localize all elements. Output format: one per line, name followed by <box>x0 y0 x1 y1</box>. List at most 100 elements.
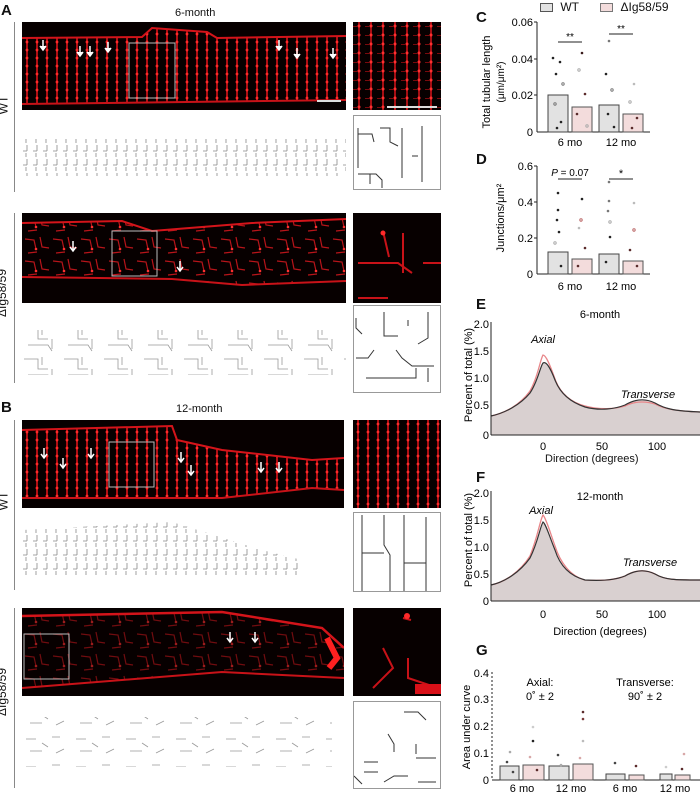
svg-text:1.0: 1.0 <box>474 542 489 554</box>
bar-d-ko-12mo <box>622 260 644 275</box>
panel-b-title: 12-month <box>176 403 223 415</box>
arrow-icons <box>69 241 184 273</box>
svg-text:100: 100 <box>648 609 666 621</box>
chart-f-ylabel: Percent of total (%) <box>463 493 475 587</box>
chart-e-yticks: 2.0 1.5 1.0 0.5 0 <box>474 319 489 442</box>
row-divider <box>14 213 15 383</box>
bar-c-wt-12mo <box>598 104 620 133</box>
chart-d-yticks: 0.6 0.4 0.2 0 <box>518 161 533 281</box>
svg-text:0: 0 <box>540 609 546 621</box>
row-divider <box>14 608 15 788</box>
skeleton-ko-6mo <box>22 325 346 380</box>
row-divider <box>14 22 15 192</box>
svg-text:6 mo: 6 mo <box>613 783 637 792</box>
scale-bar <box>317 100 341 102</box>
svg-text:50: 50 <box>596 441 608 450</box>
chart-e-title: 6-month <box>580 309 620 321</box>
micrograph-wt-12mo <box>22 420 344 508</box>
svg-text:50: 50 <box>596 609 608 621</box>
bar-c-ko-6mo <box>571 106 593 133</box>
bar-g-transverse-wt-6mo <box>605 773 626 781</box>
chart-c-yticks: 0.06 0.04 0.02 0 <box>512 17 533 139</box>
row-label-ko-12mo: ΔIg58/59 <box>0 667 10 717</box>
svg-text:0: 0 <box>527 127 533 139</box>
sig-c-12mo: ** <box>617 24 625 35</box>
chart-d-xtick-12mo: 12 mo <box>606 281 637 293</box>
annotation-axial: Axial <box>528 505 553 517</box>
bar-g-axial-wt-12mo <box>548 765 570 781</box>
legend-swatch-ko <box>600 3 614 13</box>
panel-a-title: 6-month <box>175 7 216 19</box>
svg-text:2.0: 2.0 <box>474 319 489 331</box>
svg-text:0.1: 0.1 <box>474 748 489 760</box>
bar-g-transverse-ko-6mo <box>628 774 645 781</box>
svg-text:100: 100 <box>648 441 666 450</box>
svg-text:0: 0 <box>483 596 489 605</box>
chart-f-xticks: 0 50 100 <box>540 609 666 621</box>
svg-text:0.4: 0.4 <box>518 197 533 209</box>
group-sublabel-axial: 0˚ ± 2 <box>526 691 554 703</box>
skeleton-inset-ko-6mo <box>353 305 441 393</box>
row-divider <box>14 420 15 590</box>
legend: WT ΔIg58/59 <box>540 0 669 14</box>
svg-text:0.06: 0.06 <box>512 17 533 29</box>
skeleton-inset-ko-12mo <box>353 701 441 789</box>
panel-letter-c: C <box>476 9 487 26</box>
legend-swatch-wt <box>540 3 553 13</box>
panel-letter-b: B <box>1 399 12 416</box>
svg-text:6 mo: 6 mo <box>510 783 534 792</box>
bar-d-wt-6mo <box>547 251 569 275</box>
micrograph-inset-ko-6mo <box>353 213 441 303</box>
annotation-axial: Axial <box>530 334 555 346</box>
chart-e-ylabel: Percent of total (%) <box>463 328 475 422</box>
chart-f-direction-12mo: 12-month Percent of total (%) 2.0 1.5 1.0 0… <box>463 488 700 605</box>
skeleton-ko-12mo <box>22 705 332 775</box>
svg-text:0: 0 <box>527 269 533 281</box>
skeleton-inset-wt-6mo <box>353 115 441 190</box>
svg-text:0.2: 0.2 <box>474 721 489 733</box>
bar-g-axial-ko-12mo <box>572 763 594 781</box>
group-label-transverse: Transverse: <box>616 677 674 689</box>
micrograph-image <box>22 26 346 105</box>
row-label-ko-6mo: ΔIg58/59 <box>0 268 10 318</box>
chart-e-xlabel: Direction (degrees) <box>545 453 639 465</box>
scatter-points <box>551 39 639 130</box>
area-fill <box>491 522 700 601</box>
micrograph-wt-6mo <box>22 22 346 110</box>
svg-text:0.02: 0.02 <box>512 90 533 102</box>
svg-text:1.0: 1.0 <box>474 373 489 385</box>
chart-f-xlabel: Direction (degrees) <box>553 626 647 638</box>
bar-g-axial-wt-6mo <box>499 765 520 781</box>
row-label-wt-6mo: WT <box>0 95 11 115</box>
bar-d-wt-12mo <box>598 253 620 275</box>
micrograph-ko-12mo <box>22 608 344 696</box>
micrograph-inset-wt-12mo <box>353 420 441 508</box>
bar-d-ko-6mo <box>571 258 593 275</box>
chart-g-ylabel: Area under curve <box>461 685 473 769</box>
roi-box <box>23 633 70 680</box>
sig-d-12mo: * <box>619 168 624 180</box>
chart-d-xtick-6mo: 6 mo <box>558 281 582 293</box>
sig-c-6mo: ** <box>566 32 574 43</box>
chart-c-total-tubular-length: Total tubular length (μm/μm²) 0.060.040.… <box>481 17 650 149</box>
svg-text:0.04: 0.04 <box>512 54 533 66</box>
chart-d-junctions: Junctions/μm² 0.6 0.4 0.2 0 P = 0.07 * 6 mo… <box>495 161 650 293</box>
bar-c-wt-6mo <box>547 94 569 133</box>
chart-g-xticks: 6 mo 12 mo 6 mo 12 mo <box>510 783 691 792</box>
bar-c-ko-12mo <box>622 113 644 133</box>
arrow-icons <box>39 40 337 60</box>
chart-g-yticks: 0.4 0.3 0.2 0.1 0 <box>474 668 489 787</box>
svg-text:0.6: 0.6 <box>518 161 533 173</box>
skeleton-inset-wt-12mo <box>353 512 441 592</box>
svg-text:0.2: 0.2 <box>518 233 533 245</box>
chart-f-xaxis: 0 50 100 Direction (degrees) <box>540 609 666 638</box>
svg-text:1.5: 1.5 <box>474 346 489 358</box>
line-wt <box>490 521 700 586</box>
chart-g-area-under-curve: Area under curve 0.4 0.3 0.2 0.1 0 Axial: 0˚… <box>461 668 700 792</box>
area-fill <box>491 362 700 435</box>
svg-text:0: 0 <box>483 775 489 787</box>
panel-letter-a: A <box>1 2 12 19</box>
svg-text:1.5: 1.5 <box>474 515 489 527</box>
roi-box <box>108 441 155 488</box>
bar-g-transverse-wt-12mo <box>659 773 673 781</box>
